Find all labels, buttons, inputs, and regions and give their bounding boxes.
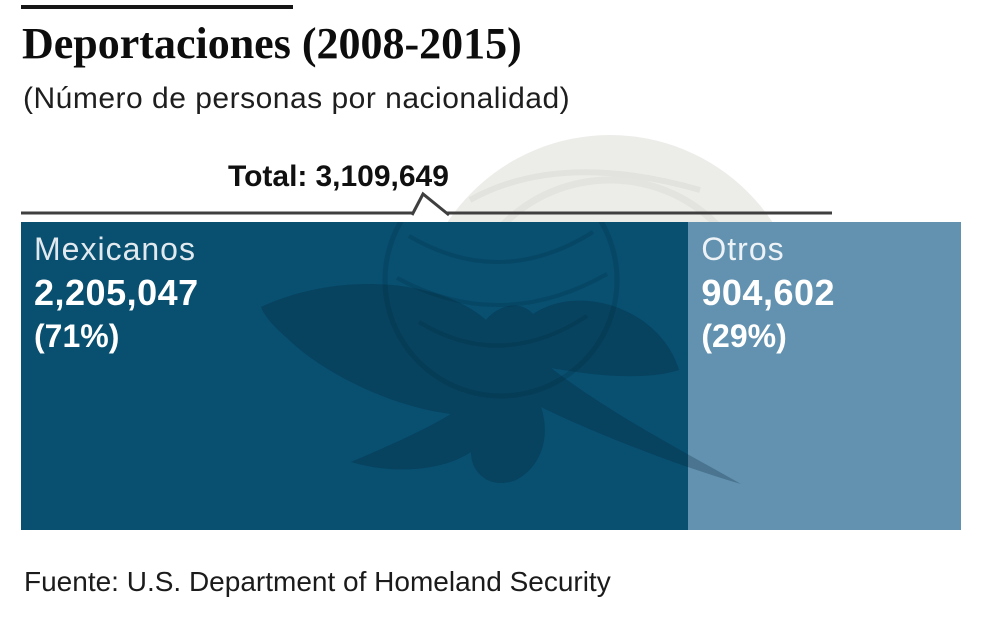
chart-subtitle: (Número de personas por nacionalidad) [23,82,571,115]
bar-segment-mexicanos: Mexicanos 2,205,047 (71%) [21,222,689,530]
segment-percent: (71%) [34,318,120,354]
segment-label-mexicanos: Mexicanos 2,205,047 (71%) [34,228,199,358]
top-rule [21,5,293,9]
segment-percent: (29%) [701,318,787,354]
chart-title: Deportaciones (2008-2015) [22,19,522,68]
total-value: 3,109,649 [315,160,449,193]
segment-value: 904,602 [701,272,836,313]
total-annotation: Total: 3,109,649 [228,160,449,194]
total-label: Total: [228,160,308,193]
segment-label-otros: Otros 904,602 (29%) [701,228,835,358]
segment-name: Mexicanos [34,231,196,267]
segment-name: Otros [701,231,785,267]
segment-value: 2,205,047 [34,272,199,313]
bar-segment-otros: Otros 904,602 (29%) [688,222,961,530]
stacked-bar: Mexicanos 2,205,047 (71%) Otros 904,602 … [21,222,961,530]
source-line: Fuente: U.S. Department of Homeland Secu… [24,566,611,597]
